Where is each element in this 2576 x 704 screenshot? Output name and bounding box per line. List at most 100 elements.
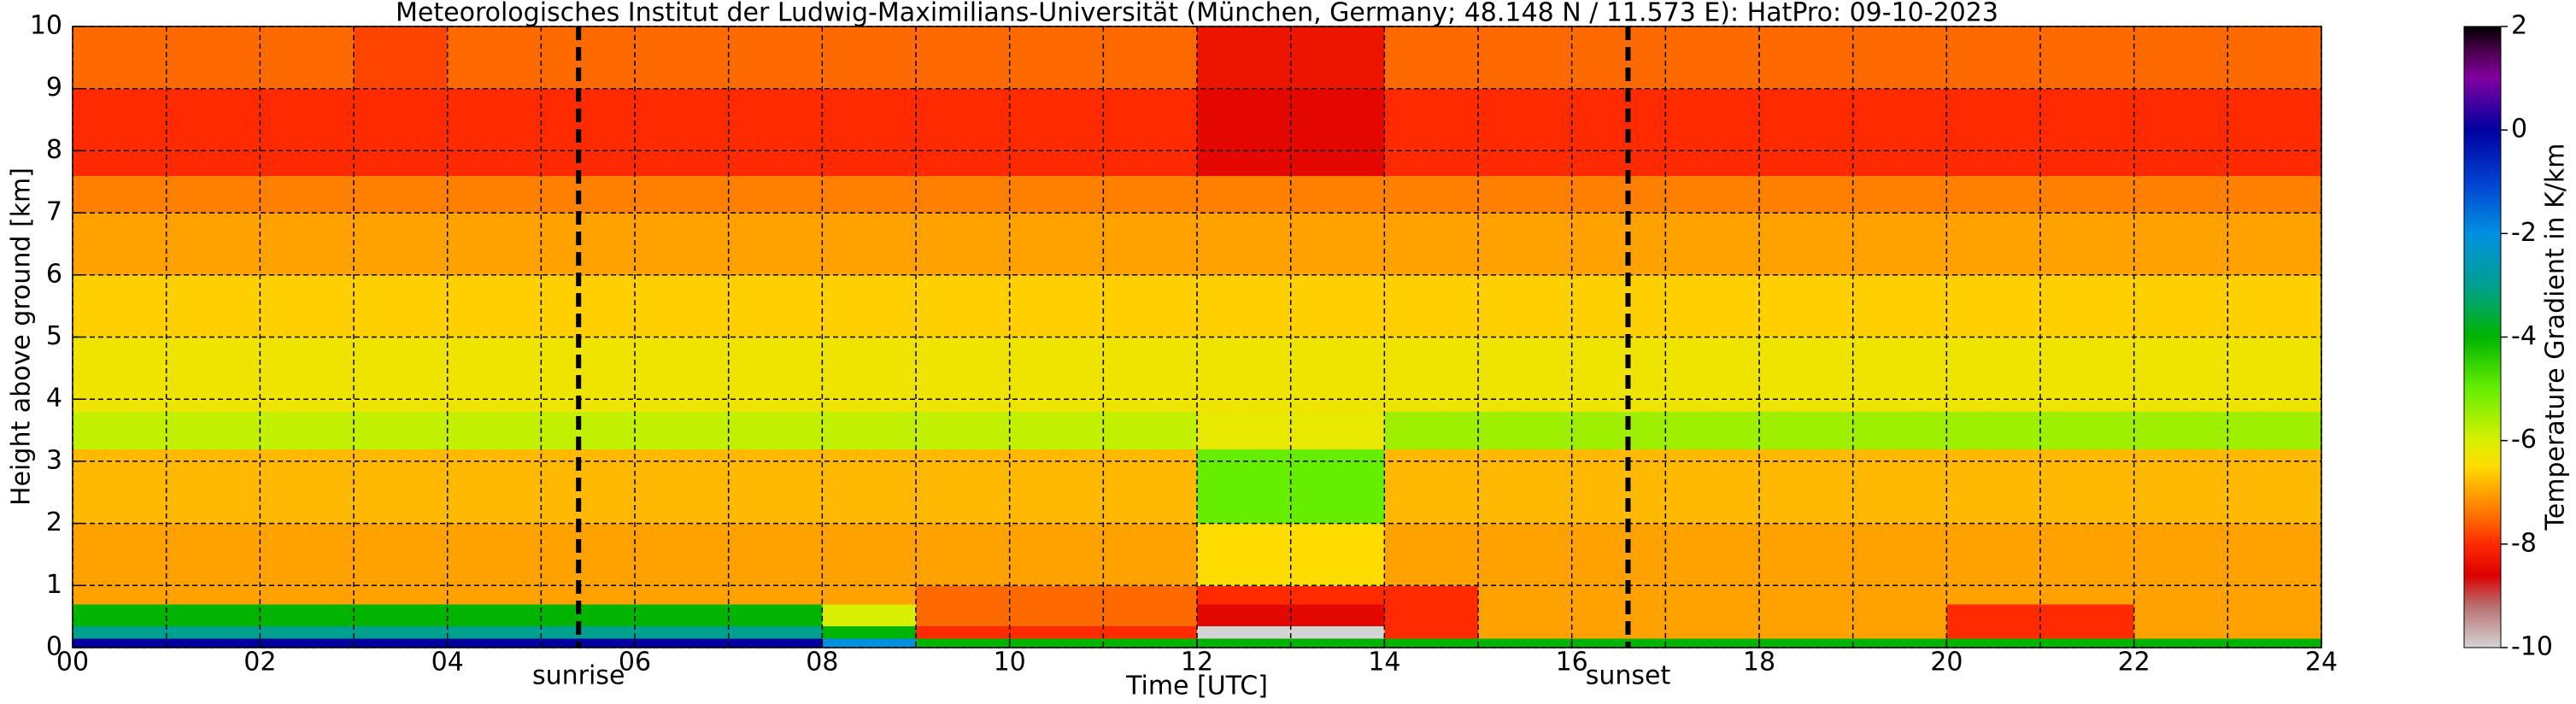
heatmap-cell [73,26,167,90]
heatmap-cell [447,26,542,90]
heatmap-cell [2133,213,2228,276]
heatmap-cell [2133,638,2228,648]
heatmap-cell [1384,26,1479,90]
heatmap-cell [1103,604,1198,627]
heatmap-cell [916,585,1011,605]
heatmap-cell [822,337,917,413]
heatmap-cell [1197,26,1292,90]
heatmap-cell [1665,638,1760,648]
heatmap-cell [1009,26,1104,90]
heatmap-cell [1103,337,1198,413]
heatmap-cell [1197,449,1292,525]
heatmap-cell [822,213,917,276]
heatmap-cell [2133,88,2228,176]
heatmap-cell [822,638,917,648]
heatmap-cell [1571,274,1666,337]
heatmap-cell [447,585,542,605]
heatmap-cell [635,604,730,627]
heatmap-cell [728,625,823,639]
heatmap-cell [447,523,542,586]
heatmap-cell [166,175,261,214]
heatmap-cell [1103,213,1198,276]
heatmap-cell [1197,88,1292,176]
heatmap-cell [1103,411,1198,449]
x-tick-label: 22 [2118,648,2151,678]
heatmap-cell [1384,449,1479,525]
heatmap-cell [1946,638,2041,648]
heatmap-cell [260,274,355,337]
heatmap-cell [260,585,355,605]
x-tick-label: 18 [1743,648,1775,678]
heatmap-cell [1197,411,1292,449]
heatmap-cell [916,213,1011,276]
heatmap-cell [166,88,261,176]
heatmap-cell [2133,523,2228,586]
heatmap-cell [354,638,449,648]
heatmap-cell [2227,638,2322,648]
heatmap-cell [1759,26,1854,90]
heatmap-cell [541,638,636,648]
heatmap-cell [447,411,542,449]
heatmap-cell [916,638,1011,648]
heatmap-cell [2227,523,2322,586]
heatmap-cell [541,585,636,605]
y-tick-label: 7 [46,197,62,227]
heatmap-cell [73,411,167,449]
heatmap-cell [1009,625,1104,639]
heatmap-cell [916,26,1011,90]
heatmap-cell [447,88,542,176]
heatmap-cell [166,449,261,525]
heatmap-cell [2227,411,2322,449]
heatmap-cell [1478,274,1573,337]
heatmap-cell [1852,638,1947,648]
chart-title: Meteorologisches Institut der Ludwig-Max… [396,0,1998,28]
heatmap-cell [1197,625,1292,639]
x-tick-label: 24 [2305,648,2338,678]
heatmap-cell [2133,274,2228,337]
heatmap-cell [1290,274,1385,337]
heatmap-cell [916,274,1011,337]
heatmap-cell [1290,585,1385,605]
heatmap-cell [1946,523,2041,586]
heatmap-cell [635,411,730,449]
y-tick-label: 9 [46,73,62,103]
y-axis-label: Height above ground [km] [7,167,37,506]
heatmap-cell [1852,449,1947,525]
heatmap-cell [1197,585,1292,605]
heatmap-cell [916,449,1011,525]
heatmap-cell [260,625,355,639]
heatmap-cell [541,523,636,586]
y-tick-label: 3 [46,445,62,475]
heatmap-cell [1103,625,1198,639]
y-tick-label: 0 [46,632,62,662]
heatmap-cell [166,638,261,648]
heatmap-cell [1478,604,1573,627]
heatmap-cell [73,585,167,605]
heatmap-cell [2227,26,2322,90]
heatmap-cell [1665,604,1760,627]
heatmap-cell [822,274,917,337]
heatmap-cell [1571,585,1666,605]
heatmap-cell [2227,337,2322,413]
heatmap-cell [728,604,823,627]
heatmap-cell [2133,449,2228,525]
heatmap-cell [541,337,636,413]
heatmap-cell [447,274,542,337]
heatmap-cell [1759,523,1854,586]
heatmap-cell [447,625,542,639]
heatmap-cell [354,274,449,337]
heatmap-cell [2227,175,2322,214]
heatmap-cell [635,585,730,605]
heatmap-cell [822,585,917,605]
heatmap-cell [354,411,449,449]
heatmap-cell [1384,88,1479,176]
heatmap-cell [166,213,261,276]
heatmap-cell [1478,213,1573,276]
heatmap-cell [354,585,449,605]
heatmap-cell [2133,411,2228,449]
heatmap-cell [1290,523,1385,586]
heatmap-cell [1665,88,1760,176]
heatmap-cell [541,175,636,214]
heatmap-cell [1571,411,1666,449]
